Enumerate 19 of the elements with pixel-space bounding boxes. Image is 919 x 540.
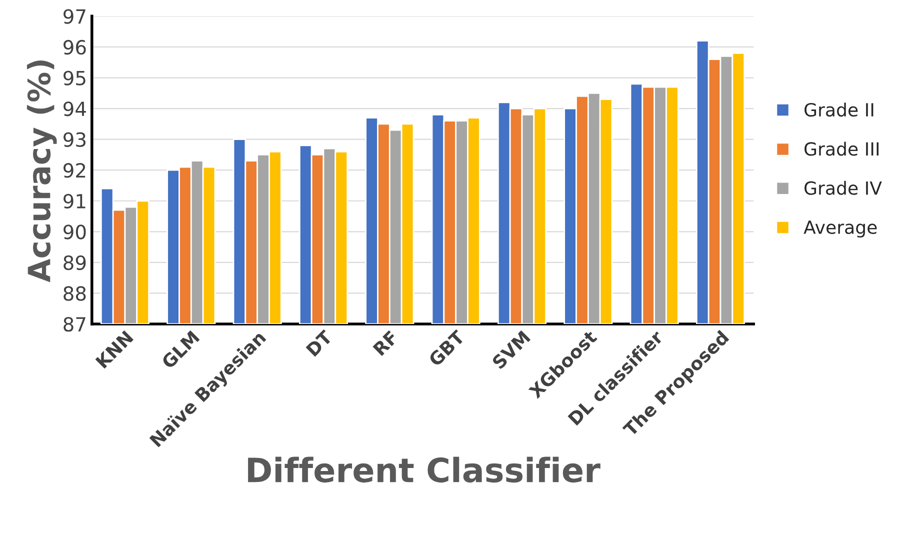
y-tick-label: 94 [64,101,86,116]
y-tick-label: 92 [64,163,86,178]
x-tick-label: DT [306,329,334,357]
legend-label: Grade II [804,102,874,117]
x-tick-label: RF [372,330,398,356]
y-tick-label: 87 [64,316,86,332]
legend-label: Grade III [804,142,879,156]
y-tick-label: 88 [64,286,86,301]
legend-label: Grade IV [804,180,882,195]
y-tick-label: 95 [64,70,86,86]
legend-label: Average [804,220,877,238]
y-tick-label: 91 [64,194,86,209]
x-axis-title: Different Classifier [248,456,600,483]
y-tick-label: 96 [64,40,86,55]
y-tick-label: 97 [64,9,86,24]
y-tick-label: 93 [64,132,86,147]
y-tick-label: 90 [64,224,86,240]
y-tick-label: 89 [64,255,86,270]
y-axis-title: Accuracy (%) [26,60,57,282]
